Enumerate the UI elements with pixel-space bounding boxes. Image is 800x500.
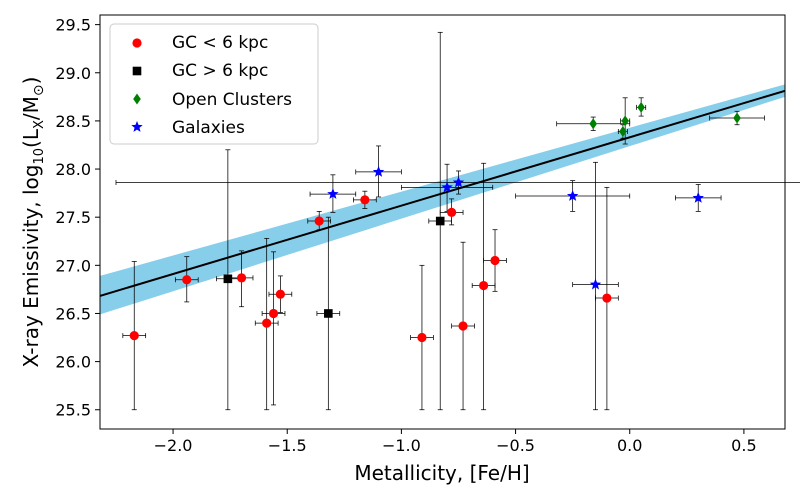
- y-axis-label: X-ray Emissivity, log10(LX/M⊙): [19, 77, 47, 368]
- marker-layer: [129, 101, 741, 343]
- legend-marker-diamond: [133, 93, 141, 105]
- data-point-circle: [602, 293, 612, 303]
- y-axis-label-subscript: 10: [32, 148, 47, 165]
- legend-label-gc-outer: GC > 6 kpc: [172, 61, 268, 81]
- data-point-star: [566, 190, 579, 201]
- y-axis-label-x-subscript: X: [32, 120, 47, 129]
- x-tick-label: 0.5: [731, 436, 756, 455]
- data-point-circle: [182, 275, 192, 285]
- data-point-diamond: [637, 101, 645, 113]
- data-point-circle: [314, 216, 324, 226]
- y-axis-label-main: X-ray Emissivity, log: [19, 165, 43, 368]
- data-point-circle: [275, 289, 285, 299]
- x-axis-label: Metallicity, [Fe/H]: [354, 461, 529, 485]
- data-point-diamond: [619, 125, 627, 137]
- legend-marker-circle: [132, 38, 142, 48]
- y-tick-label: 28.0: [55, 160, 91, 179]
- data-point-circle: [268, 308, 279, 319]
- y-axis-label-close: ): [19, 77, 43, 85]
- data-point-circle: [490, 255, 500, 266]
- legend: GC < 6 kpc GC > 6 kpc Open Clusters Gala…: [109, 23, 319, 145]
- data-point-circle: [360, 195, 370, 205]
- legend-label-open-clusters: Open Clusters: [172, 90, 292, 110]
- data-point-star: [589, 278, 602, 290]
- x-tick-label: −0.5: [496, 436, 535, 455]
- fit-line-layer: [100, 89, 785, 297]
- data-point-square: [324, 309, 333, 318]
- x-axis-ticks: −2.0 −1.5 −1.0 −0.5 0.0 0.5: [154, 429, 757, 455]
- data-point-circle: [458, 321, 468, 331]
- x-tick-label: 0.0: [617, 436, 642, 455]
- x-tick-label: −1.0: [382, 436, 421, 455]
- y-tick-label: 29.5: [55, 16, 91, 35]
- y-tick-label: 25.5: [55, 401, 91, 420]
- y-tick-label: 27.5: [55, 208, 91, 227]
- data-point-diamond: [589, 118, 597, 130]
- y-tick-label: 29.0: [55, 64, 91, 83]
- y-tick-label: 26.0: [55, 353, 91, 372]
- x-tick-label: −1.5: [268, 436, 307, 455]
- data-point-star: [372, 165, 385, 177]
- y-tick-label: 26.5: [55, 304, 91, 323]
- legend-marker-square: [132, 66, 142, 76]
- x-tick-label: −2.0: [154, 436, 193, 455]
- data-point-diamond: [733, 112, 741, 124]
- data-point-diamond: [621, 115, 629, 127]
- legend-label-galaxies: Galaxies: [172, 118, 245, 138]
- y-tick-label: 28.5: [55, 112, 91, 131]
- legend-marker-star: [131, 121, 143, 132]
- y-axis-label-paren: (L: [19, 128, 43, 148]
- legend-markers: [131, 38, 143, 132]
- data-point-circle: [236, 273, 247, 283]
- data-point-circle: [447, 207, 457, 217]
- data-point-circle: [129, 331, 139, 341]
- data-point-square: [435, 216, 445, 226]
- data-point-square: [223, 274, 233, 284]
- fit-line: [100, 89, 785, 297]
- data-point-star: [452, 176, 465, 188]
- y-axis-label-rest: /M: [19, 96, 43, 120]
- y-axis-ticks: 25.5 26.0 26.5 27.0 27.5 28.0 28.5 29.0 29.5: [55, 16, 100, 420]
- legend-label-gc-inner: GC < 6 kpc: [172, 33, 268, 53]
- data-point-circle: [479, 280, 489, 291]
- data-point-star: [327, 188, 339, 199]
- y-axis-label-sun: ⊙: [31, 84, 47, 96]
- data-point-circle: [262, 318, 272, 328]
- data-point-star: [441, 181, 453, 193]
- data-point-star: [692, 191, 704, 203]
- legend-box: [109, 23, 319, 145]
- plot-frame: [99, 14, 786, 430]
- data-point-circle: [417, 332, 427, 343]
- y-tick-label: 27.0: [55, 256, 91, 275]
